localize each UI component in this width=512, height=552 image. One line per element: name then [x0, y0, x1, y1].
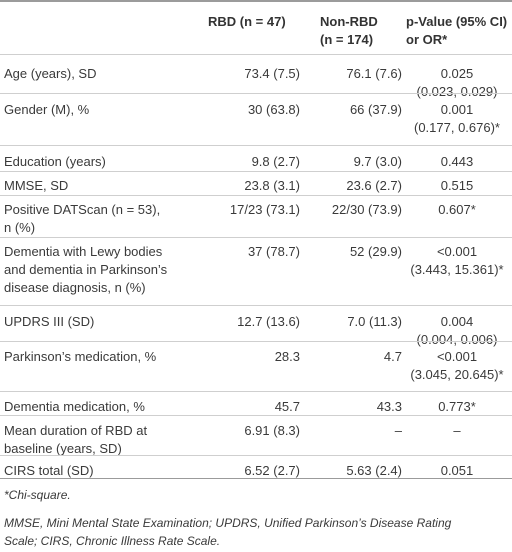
row-pvalue-line-1: 0.025: [440, 66, 474, 81]
row-label: Gender (M), %: [4, 101, 89, 119]
row-nonrbd-value: 52 (29.9): [349, 244, 402, 259]
row-separator: [0, 145, 512, 146]
row-rbd-value: 6.52 (2.7): [244, 463, 300, 478]
header-pvalue-line-2: or OR*: [406, 32, 448, 47]
row-pvalue-line-1: –: [453, 423, 461, 438]
row-label-line-3: disease diagnosis, n (%): [4, 280, 146, 295]
header-pvalue-line-1: p-Value (95% CI): [406, 14, 508, 29]
row-label: Education (years): [4, 153, 106, 171]
row-label: Parkinson’s medication, %: [4, 348, 156, 366]
row-label: CIRS total (SD): [4, 462, 94, 480]
row-label-line-1: Education (years): [4, 154, 106, 169]
row-label-line-1: Age (years), SD: [4, 66, 97, 81]
row-rbd-value: 30 (63.8): [247, 102, 300, 117]
row-pvalue-line-1: 0.607*: [438, 202, 476, 217]
row-label-line-1: Mean duration of RBD at: [4, 423, 148, 438]
row-pvalue: 0.001 (0.177, 0.676)*: [402, 101, 512, 137]
row-label: UPDRS III (SD): [4, 313, 94, 331]
row-pvalue: <0.001 (3.045, 20.645)*: [402, 348, 512, 384]
row-nonrbd-value: 7.0 (11.3): [347, 314, 402, 329]
row-separator: [0, 391, 512, 392]
row-rbd-value: 12.7 (13.6): [237, 314, 300, 329]
row-separator: [0, 195, 512, 196]
row-label-line-1: Dementia medication, %: [4, 399, 145, 414]
footnote-chi-square: *Chi-square.: [4, 488, 71, 502]
row-pvalue-line-1: 0.001: [440, 102, 474, 117]
row-label: Dementia with Lewy bodies and dementia in…: [4, 243, 167, 297]
table-top-rule: [0, 0, 512, 2]
row-pvalue: 0.051: [402, 462, 512, 480]
row-pvalue-line-1: <0.001: [436, 349, 478, 364]
header-nonrbd-line-1: Non-RBD: [320, 14, 378, 29]
row-label-line-2: n (%): [4, 220, 36, 235]
row-label-line-1: CIRS total (SD): [4, 463, 94, 478]
row-separator: [0, 237, 512, 238]
row-label-line-1: Gender (M), %: [4, 102, 90, 117]
row-pvalue-line-2: (0.177, 0.676)*: [413, 120, 500, 135]
row-rbd-value: 9.8 (2.7): [251, 154, 300, 169]
row-pvalue-line-2: (3.443, 15.361)*: [410, 262, 504, 277]
table-bottom-rule: [0, 478, 512, 479]
row-pvalue: <0.001 (3.443, 15.361)*: [402, 243, 512, 279]
row-nonrbd-value: 76.1 (7.6): [346, 66, 402, 81]
row-rbd-value: 23.8 (3.1): [244, 178, 300, 193]
row-rbd-value: 73.4 (7.5): [244, 66, 300, 81]
row-pvalue: –: [402, 422, 512, 440]
row-nonrbd-value: 23.6 (2.7): [346, 178, 402, 193]
row-pvalue: 0.515: [402, 177, 512, 195]
row-pvalue: 0.607*: [402, 201, 512, 219]
row-label-line-1: UPDRS III (SD): [4, 314, 95, 329]
row-nonrbd-value: 43.3: [376, 399, 402, 414]
row-label-line-1: MMSE, SD: [4, 178, 69, 193]
row-label: Age (years), SD: [4, 65, 96, 83]
row-rbd-value: 45.7: [274, 399, 300, 414]
row-label-line-1: Parkinson’s medication, %: [4, 349, 157, 364]
row-label-line-2: and dementia in Parkinson’s: [4, 262, 168, 277]
row-pvalue: 0.004 (0.004, 0.006): [402, 313, 512, 349]
header-nonrbd: Non-RBD (n = 174): [320, 13, 378, 49]
header-nonrbd-line-2: (n = 174): [320, 32, 374, 47]
row-separator: [0, 171, 512, 172]
row-label: Dementia medication, %: [4, 398, 145, 416]
row-pvalue-line-1: 0.004: [440, 314, 474, 329]
footnote-abbreviations-line-1: MMSE, Mini Mental State Examination; UPD…: [4, 516, 452, 530]
row-separator: [0, 415, 512, 416]
row-pvalue-line-2: (0.023, 0.029): [416, 84, 498, 99]
row-pvalue: 0.443: [402, 153, 512, 171]
row-pvalue-line-2: (3.045, 20.645)*: [410, 367, 504, 382]
row-nonrbd-value: –: [394, 423, 402, 438]
row-pvalue-line-1: 0.773*: [438, 399, 476, 414]
row-nonrbd-value: 66 (37.9): [349, 102, 402, 117]
row-rbd-value: 17/23 (73.1): [229, 202, 300, 217]
row-label-line-1: Dementia with Lewy bodies: [4, 244, 163, 259]
header-rule: [0, 54, 512, 55]
row-rbd-value: 6.91 (8.3): [244, 423, 300, 438]
footnote-abbreviations-line-2: Scale; CIRS, Chronic Illness Rate Scale.: [4, 534, 221, 548]
row-nonrbd-value: 22/30 (73.9): [331, 202, 402, 217]
row-pvalue: 0.773*: [402, 398, 512, 416]
row-label-line-2: baseline (years, SD): [4, 441, 122, 456]
row-nonrbd-value: 5.63 (2.4): [346, 463, 402, 478]
row-label-line-1: Positive DATScan (n = 53),: [4, 202, 161, 217]
header-pvalue: p-Value (95% CI) or OR*: [406, 13, 507, 49]
row-rbd-value: 28.3: [274, 349, 300, 364]
row-separator: [0, 93, 512, 94]
row-rbd-value: 37 (78.7): [247, 244, 300, 259]
row-pvalue-line-1: 0.443: [440, 154, 474, 169]
row-pvalue-line-1: <0.001: [436, 244, 478, 259]
row-nonrbd-value: 9.7 (3.0): [353, 154, 402, 169]
row-separator: [0, 455, 512, 456]
row-pvalue-line-1: 0.515: [440, 178, 474, 193]
row-pvalue-line-1: 0.051: [440, 463, 474, 478]
row-nonrbd-value: 4.7: [383, 349, 402, 364]
row-label: Mean duration of RBD at baseline (years, …: [4, 422, 147, 458]
header-rbd: RBD (n = 47): [208, 14, 286, 29]
row-separator: [0, 305, 512, 306]
row-pvalue: 0.025 (0.023, 0.029): [402, 65, 512, 101]
row-label: MMSE, SD: [4, 177, 68, 195]
row-separator: [0, 341, 512, 342]
row-pvalue-line-2: (0.004, 0.006): [416, 332, 498, 347]
row-label: Positive DATScan (n = 53), n (%): [4, 201, 160, 237]
